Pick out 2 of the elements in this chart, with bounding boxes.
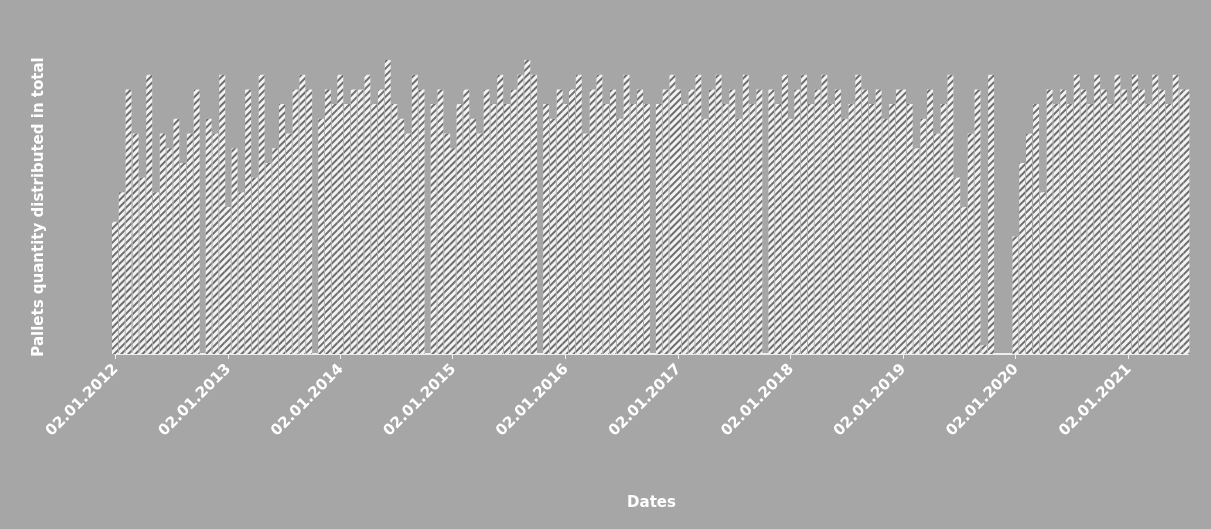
y-axis-title: Pallets quantity distributed in total (28, 57, 47, 357)
x-axis-title: Dates (627, 492, 676, 511)
